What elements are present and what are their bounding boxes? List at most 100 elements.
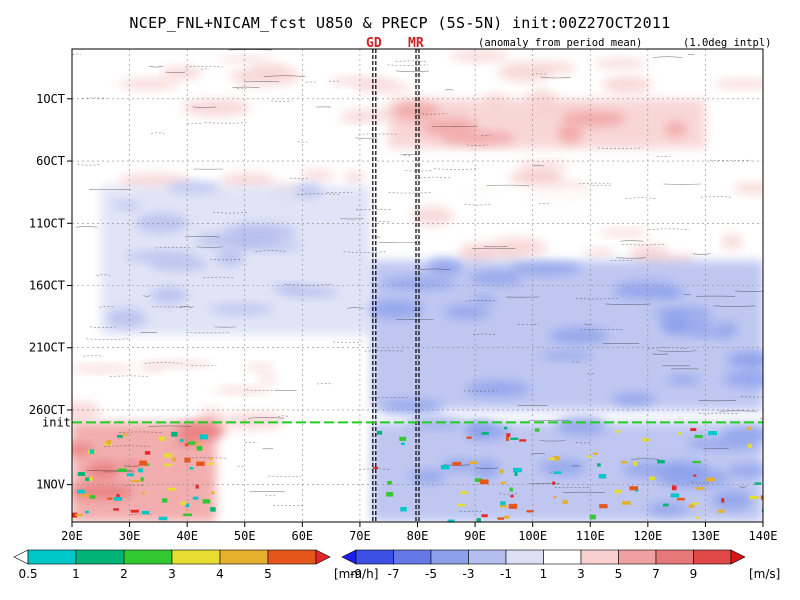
contour-stroke-166	[204, 122, 249, 124]
u850-cb-high-triangle	[730, 549, 746, 565]
precip-cell-64	[497, 517, 505, 520]
precip-cell-44	[721, 498, 725, 503]
precip-cell-45	[670, 493, 680, 498]
precip-cell-90	[690, 428, 697, 432]
precip-cell-63	[126, 473, 134, 477]
u850-cb-swatch-8	[618, 549, 657, 565]
x-tick-label-20E: 20E	[61, 529, 83, 543]
contour-stroke-121	[499, 493, 517, 495]
anomaly-core-2-7	[520, 169, 559, 186]
precip-cell-6	[399, 436, 407, 441]
precip-cell-103	[199, 434, 208, 440]
anomaly-core-3-9	[148, 257, 209, 271]
y-axis: 1OCT 6OCT 11OCT 16OCT 21OCT 26OCT 1NOV	[29, 92, 72, 492]
u850-cb-level-7: 5	[615, 567, 623, 581]
u850-cb-swatch-1	[355, 549, 394, 565]
precip-cb-swatch-1	[27, 549, 77, 565]
contour-stroke-84	[124, 465, 140, 467]
contour-stroke-127	[210, 258, 243, 261]
contour-stroke-16	[268, 475, 301, 478]
anomaly-core-0-13	[534, 62, 577, 74]
precip-cell-86	[106, 439, 112, 445]
contour-stroke-162	[203, 276, 235, 279]
precip-cell-67	[116, 494, 120, 498]
anomaly-core-4-6	[721, 233, 743, 250]
precip-cell-106	[526, 510, 534, 513]
precip-cell-65	[481, 514, 488, 518]
precip-cell-12	[614, 489, 622, 494]
precip-cell-20	[499, 469, 504, 474]
precip-cell-40	[387, 480, 392, 485]
precip-cell-34	[72, 512, 78, 518]
precip-cell-105	[548, 457, 556, 461]
precip-cell-47	[553, 456, 560, 461]
anomaly-core-4-0	[411, 206, 454, 226]
anomaly-core-8-10	[472, 460, 500, 478]
contour-stroke-94	[119, 431, 163, 434]
anomaly-core-7-4	[176, 421, 227, 441]
anomaly-core-8-3	[555, 416, 607, 435]
contour-stroke-140	[592, 184, 612, 187]
contour-stroke-118	[578, 182, 612, 185]
precip-cell-97	[466, 436, 472, 439]
precip-cb-level-5: 5	[264, 567, 272, 581]
precip-cell-21	[508, 503, 518, 509]
precip-cell-57	[505, 436, 509, 442]
precip-cell-122	[676, 497, 685, 501]
anomaly-core-0-16	[248, 65, 292, 75]
contour-stroke-150	[387, 64, 429, 66]
precip-cell-46	[113, 508, 119, 511]
contour-stroke-3	[584, 323, 592, 325]
contour-stroke-154	[179, 306, 193, 308]
precip-cell-113	[85, 477, 90, 481]
precip-cell-25	[504, 426, 508, 430]
u850-cb-level-3: -3	[463, 567, 475, 581]
anomaly-core-0-3	[594, 58, 647, 68]
precip-cell-121	[400, 507, 407, 512]
anomaly-core-5-0	[466, 380, 530, 397]
anomaly-core-5-17	[723, 370, 763, 388]
anomaly-core-5-14	[472, 295, 496, 304]
anomaly-core-8-2	[539, 459, 587, 475]
contour-stroke-55	[263, 75, 306, 77]
precip-cell-100	[130, 479, 140, 483]
precip-cb-swatch-2	[75, 549, 125, 565]
contour-stroke-141	[486, 184, 530, 187]
y-tick-label-1OCT: 1OCT	[36, 92, 65, 106]
precip-cell-9	[386, 492, 394, 497]
precip-cell-130	[164, 463, 173, 467]
precip-cell-8	[514, 471, 518, 477]
precip-cell-115	[158, 436, 165, 441]
precip-cell-127	[376, 430, 383, 435]
precip-cell-73	[506, 433, 511, 437]
contour-stroke-158	[96, 274, 111, 276]
anomaly-core-7-2	[72, 443, 94, 455]
precip-cell-36	[179, 439, 184, 442]
anomaly-core-0-9	[713, 79, 763, 89]
precip-cell-4	[510, 437, 519, 440]
precip-cell-50	[75, 514, 83, 517]
anomaly-core-1-0	[665, 121, 687, 137]
contour-stroke-43	[403, 154, 412, 157]
precip-cell-133	[629, 486, 639, 491]
contour-stroke-62	[81, 97, 107, 99]
precip-cell-23	[474, 478, 483, 482]
contour-stroke-160	[371, 317, 379, 319]
precip-cell-83	[168, 487, 177, 491]
u850-colorbar: -9 -7 -5 -3 -1 1 3 5 7 9 [m/s]	[341, 549, 780, 581]
precip-cell-75	[586, 455, 591, 458]
contour-stroke-39	[605, 303, 651, 306]
contour-stroke-58	[89, 326, 117, 328]
contour-stroke-111	[657, 350, 697, 352]
u850-cb-level-1: -7	[388, 567, 400, 581]
contour-stroke-54	[143, 295, 151, 297]
precip-cell-85	[180, 501, 187, 506]
contour-stroke-106	[466, 144, 488, 146]
precip-cell-126	[144, 451, 151, 455]
x-tick-label-80E: 80E	[407, 529, 429, 543]
precip-cell-111	[620, 460, 628, 464]
anomaly-core-3-3	[113, 201, 141, 210]
contour-stroke-133	[232, 86, 260, 89]
precip-cell-28	[500, 501, 506, 507]
contour-stroke-86	[760, 418, 763, 419]
